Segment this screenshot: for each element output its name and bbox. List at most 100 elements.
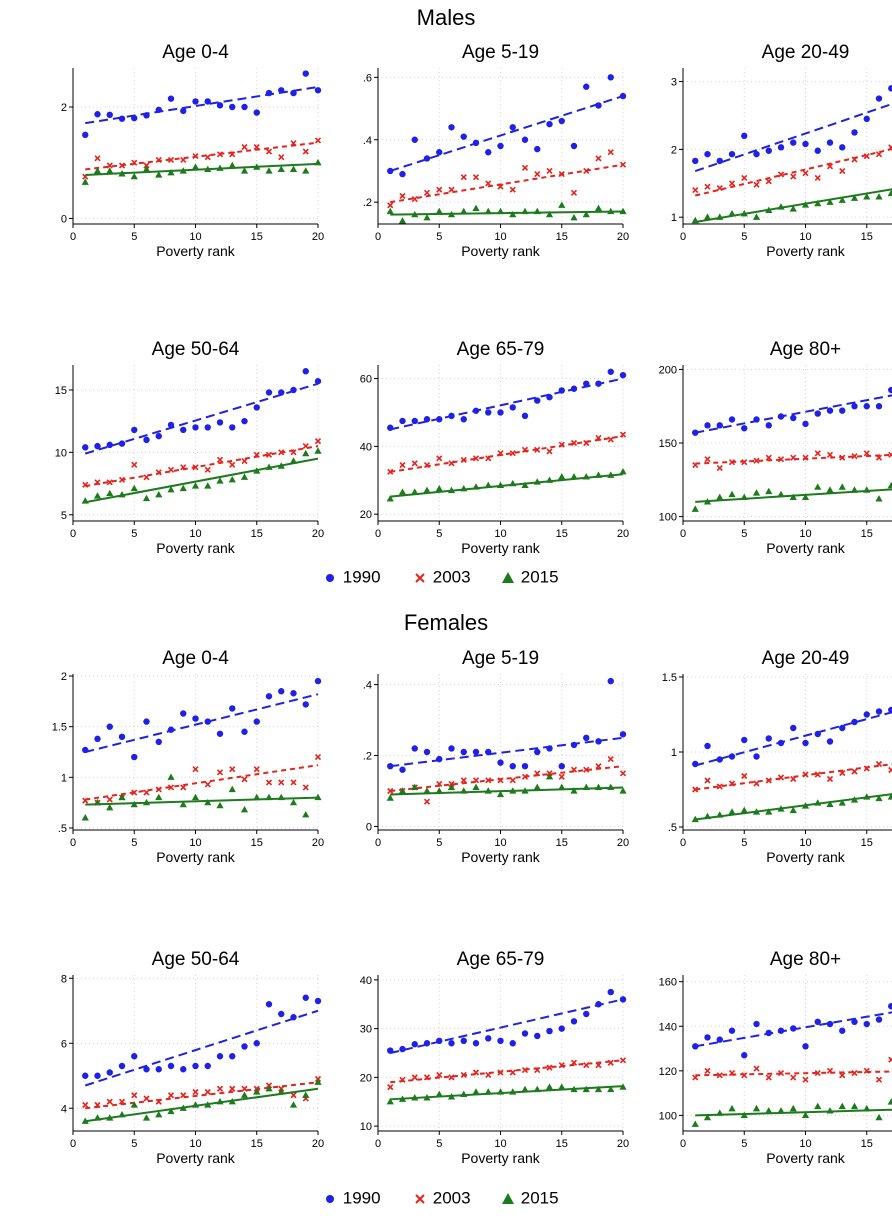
point-2003 [570, 439, 578, 447]
point-1990 [863, 403, 870, 410]
point-2003 [82, 1101, 89, 1109]
point-2003 [436, 780, 443, 787]
point-1990 [472, 139, 480, 147]
point-2015 [838, 1102, 846, 1110]
point-2003 [826, 775, 834, 783]
point-2003 [82, 481, 89, 488]
point-1990 [229, 103, 236, 111]
point-2015 [545, 210, 554, 218]
x-tick-label: 5 [131, 1138, 137, 1150]
point-1990 [558, 762, 565, 770]
point-2015 [265, 1084, 273, 1092]
point-1990 [558, 387, 565, 394]
y-tick-label: 1 [671, 747, 677, 759]
point-2015 [93, 167, 102, 174]
point-2003 [863, 450, 870, 457]
point-2003 [753, 780, 760, 787]
fit-line-2003 [390, 435, 624, 473]
point-2015 [850, 1102, 859, 1110]
point-1990 [753, 753, 760, 760]
panel-title: Age 65-79 [457, 339, 545, 360]
point-2003 [472, 174, 480, 181]
point-2003 [460, 456, 467, 464]
point-2003 [278, 449, 285, 456]
point-1990 [411, 136, 418, 143]
point-2015 [81, 178, 89, 185]
point-1990 [387, 1047, 394, 1054]
point-1990 [131, 1053, 138, 1060]
legend-label-2015: 2015 [520, 567, 559, 587]
point-2003 [423, 1074, 431, 1081]
point-1990 [411, 1041, 418, 1048]
point-1990 [204, 424, 211, 431]
x-tick-label: 0 [375, 837, 381, 849]
point-2003 [192, 464, 199, 471]
point-2003 [692, 1074, 699, 1081]
point-2015 [253, 467, 261, 474]
point-1990 [851, 1018, 858, 1025]
point-2015 [594, 1085, 603, 1093]
point-1990 [436, 149, 443, 156]
point-2003 [716, 783, 723, 790]
point-2003 [448, 1074, 455, 1081]
point-2003 [765, 454, 772, 461]
point-2003 [814, 771, 821, 778]
point-2003 [583, 439, 590, 447]
point-2003 [777, 1069, 785, 1077]
fit-line-2003 [85, 764, 319, 801]
point-1990 [704, 1034, 711, 1041]
point-2015 [435, 207, 443, 215]
point-1990 [741, 132, 748, 140]
point-2015 [801, 493, 810, 501]
point-1990 [704, 150, 711, 158]
point-2015 [619, 468, 627, 475]
point-1990 [167, 1062, 175, 1070]
point-2015 [204, 1101, 212, 1108]
point-2015 [386, 207, 394, 215]
y-tick-label: 2 [61, 671, 67, 683]
point-2003 [485, 180, 492, 187]
point-2003 [497, 777, 504, 784]
point-1990 [753, 1020, 760, 1028]
point-2003 [118, 162, 126, 169]
point-2003 [802, 170, 809, 177]
y-tick-label: 10 [55, 447, 67, 459]
point-1990 [814, 410, 821, 417]
point-1990 [509, 1040, 516, 1047]
fit-line-2003 [390, 765, 624, 792]
point-2003 [131, 789, 138, 796]
x-tick-label: 0 [70, 837, 76, 849]
point-2015 [765, 206, 773, 214]
point-2003 [302, 784, 309, 791]
point-1990 [888, 1003, 892, 1010]
point-2015 [521, 1085, 529, 1093]
point-2003 [265, 779, 273, 786]
point-1990 [790, 1025, 797, 1032]
point-2015 [142, 165, 151, 172]
point-2003 [521, 446, 529, 453]
point-2003 [619, 1057, 627, 1064]
point-2015 [521, 207, 529, 215]
panel-title: Age 0-4 [162, 648, 229, 669]
point-2003 [814, 174, 821, 181]
point-1990 [509, 404, 516, 411]
point-1990 [875, 1016, 883, 1023]
point-2015 [167, 168, 175, 176]
x-tick-label: 15 [556, 837, 568, 849]
point-1990 [253, 404, 260, 411]
point-2003 [290, 449, 297, 456]
point-2003 [790, 173, 797, 180]
point-1990 [143, 718, 150, 725]
x-axis-label: Poverty rank [156, 1150, 236, 1166]
point-1990 [460, 416, 467, 423]
point-2003 [534, 1066, 541, 1074]
point-2003 [765, 1074, 772, 1081]
point-2003 [399, 1076, 406, 1083]
point-2015 [716, 213, 724, 220]
point-2003 [180, 464, 187, 471]
point-2015 [594, 204, 603, 211]
y-tick-label: 5 [61, 510, 67, 522]
point-2015 [289, 1101, 298, 1108]
point-2015 [703, 213, 712, 220]
point-2003 [692, 187, 699, 194]
